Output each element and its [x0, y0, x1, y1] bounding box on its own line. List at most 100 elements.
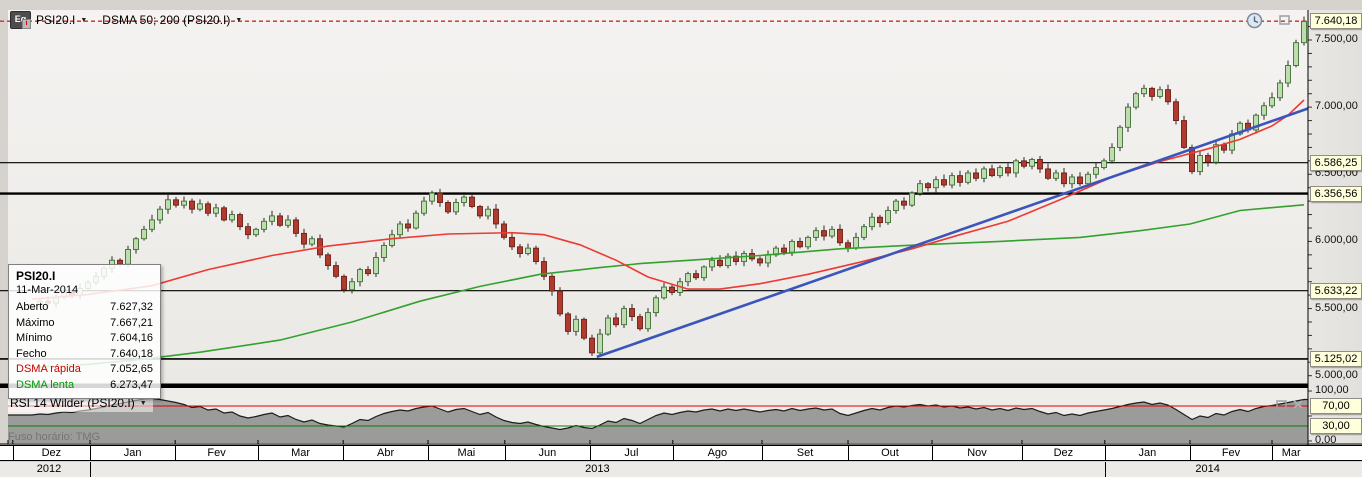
candle-down: [477, 206, 483, 217]
candle-up: [813, 230, 819, 238]
month-label: Mar: [291, 447, 311, 459]
axis-price-tag: 6.356,56: [1310, 185, 1362, 202]
candle-down: [221, 207, 227, 221]
axis-price-label: 7.000,00: [1315, 100, 1358, 113]
clock-icon[interactable]: [1246, 12, 1263, 29]
month-label: Out: [881, 447, 899, 459]
symbol-dropdown-arrow[interactable]: ▼: [80, 16, 88, 24]
timezone-watermark: Fuso horário: TMG: [8, 431, 101, 443]
month-separator: [932, 446, 933, 461]
tooltip-row: Máximo 7.667,21: [16, 316, 153, 332]
candle-down: [1149, 87, 1155, 97]
tooltip-row-value: 7.640,18: [110, 347, 153, 360]
month-label: Set: [796, 447, 814, 459]
candle-down: [1221, 144, 1227, 151]
candle-up: [389, 234, 395, 246]
rsi-area: [8, 398, 1308, 443]
year-separator: [90, 462, 91, 477]
candle-up: [573, 318, 579, 332]
month-label: Jun: [538, 447, 557, 459]
candle-up: [1125, 106, 1131, 128]
candle-up: [197, 203, 203, 210]
candle-down: [941, 179, 947, 186]
candle-up: [1101, 160, 1107, 169]
tooltip-row-value: 6.273,47: [110, 378, 153, 391]
restore-window-icon[interactable]: [1279, 14, 1291, 25]
candle-down: [437, 192, 443, 203]
sma-fast-line: [31, 99, 1305, 300]
tooltip-row-label: DSMA lenta: [16, 378, 75, 391]
month-separator: [90, 446, 91, 461]
candle-down: [821, 230, 827, 237]
candle-down: [549, 275, 555, 292]
month-separator: [1022, 446, 1023, 461]
candle-up: [1213, 144, 1219, 163]
candle-up: [309, 238, 315, 245]
year-label: 2013: [585, 463, 610, 475]
candle-down: [717, 259, 723, 267]
candle-down: [797, 240, 803, 248]
candle-up: [269, 215, 275, 222]
candle-up: [133, 238, 139, 250]
candle-up: [869, 216, 875, 228]
candle-up: [685, 273, 691, 283]
candle-down: [925, 183, 931, 189]
candle-down: [1205, 155, 1211, 163]
candle-up: [701, 266, 707, 279]
candle-down: [1045, 168, 1051, 179]
equity-chart-icon: Eq i: [10, 11, 31, 29]
candle-up: [1157, 89, 1163, 97]
candle-down: [1005, 167, 1011, 174]
panel-separator: [0, 383, 1308, 388]
month-label: Fev: [1221, 447, 1241, 459]
candle-up: [933, 179, 939, 189]
rsi-dropdown-arrow[interactable]: ▼: [139, 399, 147, 407]
month-label: Dez: [41, 447, 62, 459]
tooltip-row-label: Mínimo: [16, 332, 53, 344]
year-separator: [1104, 462, 1106, 477]
candle-down: [501, 223, 507, 238]
candle-down: [325, 254, 331, 267]
candle-up: [1029, 159, 1035, 167]
candle-up: [949, 175, 955, 186]
month-label: Ago: [707, 447, 728, 459]
ma-indicator-dropdown-arrow[interactable]: ▼: [235, 16, 243, 24]
candle-down: [637, 316, 643, 330]
tooltip-row: DSMA lenta 6.273,47: [16, 378, 153, 394]
candle-up: [453, 202, 459, 213]
candle-down: [293, 219, 299, 234]
candle-up: [1261, 105, 1267, 116]
tooltip-row: DSMA rápida 7.052,65: [16, 362, 153, 378]
tooltip-row-label: Fecho: [16, 347, 47, 360]
candle-down: [469, 196, 475, 207]
candle-up: [1109, 146, 1115, 162]
candle-down: [565, 313, 571, 332]
candle-up: [125, 249, 131, 265]
tooltip-date: 11-Mar-2014: [16, 284, 79, 296]
tooltip-row-value: 7.667,21: [110, 316, 153, 329]
month-separator: [1190, 446, 1191, 461]
month-separator: [1272, 446, 1273, 461]
rsi-restore-icon[interactable]: [1276, 399, 1288, 410]
candle-up: [709, 259, 715, 268]
price-axis-strip: [1308, 10, 1362, 445]
symbol-label[interactable]: PSI20.I: [36, 13, 76, 27]
candle-up: [621, 308, 627, 326]
ma-indicator-label[interactable]: DSMA 50; 200 (PSI20.I): [102, 13, 231, 27]
candle-up: [1197, 155, 1203, 173]
rsi-axis-label: 100,00: [1315, 384, 1349, 396]
rsi-close-icon[interactable]: [1292, 399, 1304, 410]
candle-up: [997, 167, 1003, 177]
month-label: Mai: [457, 447, 476, 459]
candle-down: [365, 269, 371, 275]
candle-up: [397, 223, 403, 236]
candle-down: [589, 337, 595, 354]
candle-down: [693, 273, 699, 279]
month-label: Jan: [1138, 447, 1157, 459]
candle-down: [189, 200, 195, 210]
candle-up: [1277, 82, 1283, 99]
candle-up: [421, 200, 427, 214]
candle-up: [1237, 122, 1243, 135]
tooltip-row: Aberto 7.627,32: [16, 300, 153, 316]
